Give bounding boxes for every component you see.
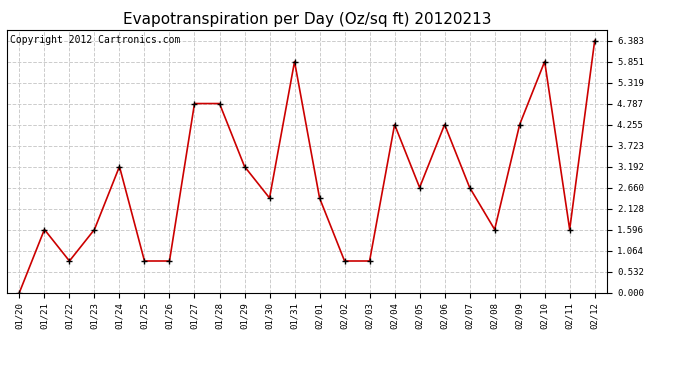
- Text: Copyright 2012 Cartronics.com: Copyright 2012 Cartronics.com: [10, 35, 180, 45]
- Title: Evapotranspiration per Day (Oz/sq ft) 20120213: Evapotranspiration per Day (Oz/sq ft) 20…: [123, 12, 491, 27]
